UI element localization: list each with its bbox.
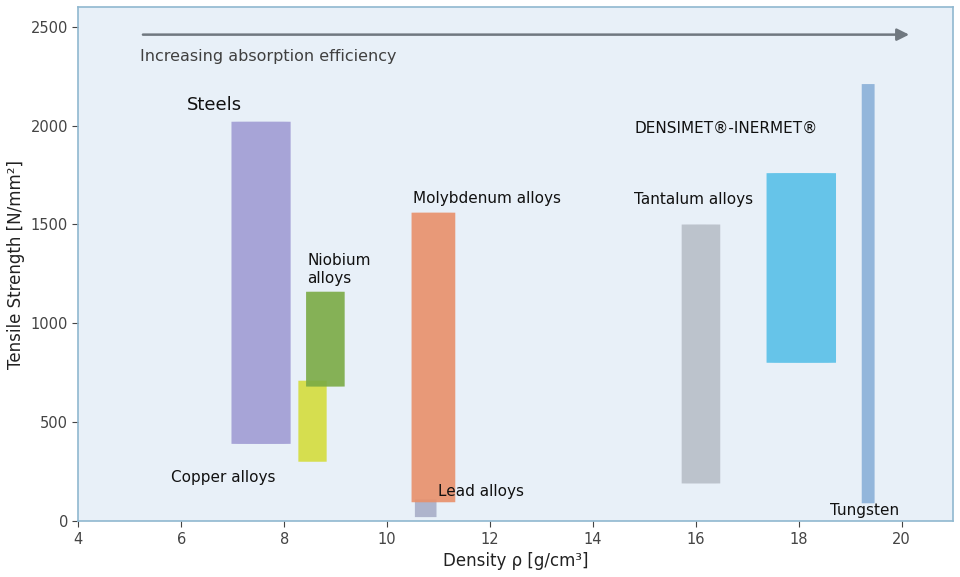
FancyBboxPatch shape: [306, 292, 345, 387]
FancyBboxPatch shape: [682, 224, 720, 484]
Text: Niobium
alloys: Niobium alloys: [307, 253, 371, 286]
FancyBboxPatch shape: [231, 122, 291, 444]
Text: Tungsten: Tungsten: [829, 503, 899, 518]
Text: Molybdenum alloys: Molybdenum alloys: [413, 190, 561, 205]
X-axis label: Density ρ [g/cm³]: Density ρ [g/cm³]: [443, 552, 588, 570]
Text: DENSIMET®-INERMET®: DENSIMET®-INERMET®: [634, 121, 818, 136]
Text: Increasing absorption efficiency: Increasing absorption efficiency: [140, 49, 396, 64]
Text: Lead alloys: Lead alloys: [438, 484, 523, 499]
FancyBboxPatch shape: [299, 381, 326, 462]
Text: Tantalum alloys: Tantalum alloys: [634, 192, 754, 207]
Y-axis label: Tensile Strength [N/mm²]: Tensile Strength [N/mm²]: [7, 159, 25, 369]
FancyBboxPatch shape: [862, 84, 875, 503]
Text: Steels: Steels: [186, 96, 242, 114]
FancyBboxPatch shape: [412, 212, 455, 503]
FancyBboxPatch shape: [766, 173, 836, 363]
FancyBboxPatch shape: [415, 499, 437, 517]
Text: Copper alloys: Copper alloys: [171, 470, 276, 485]
